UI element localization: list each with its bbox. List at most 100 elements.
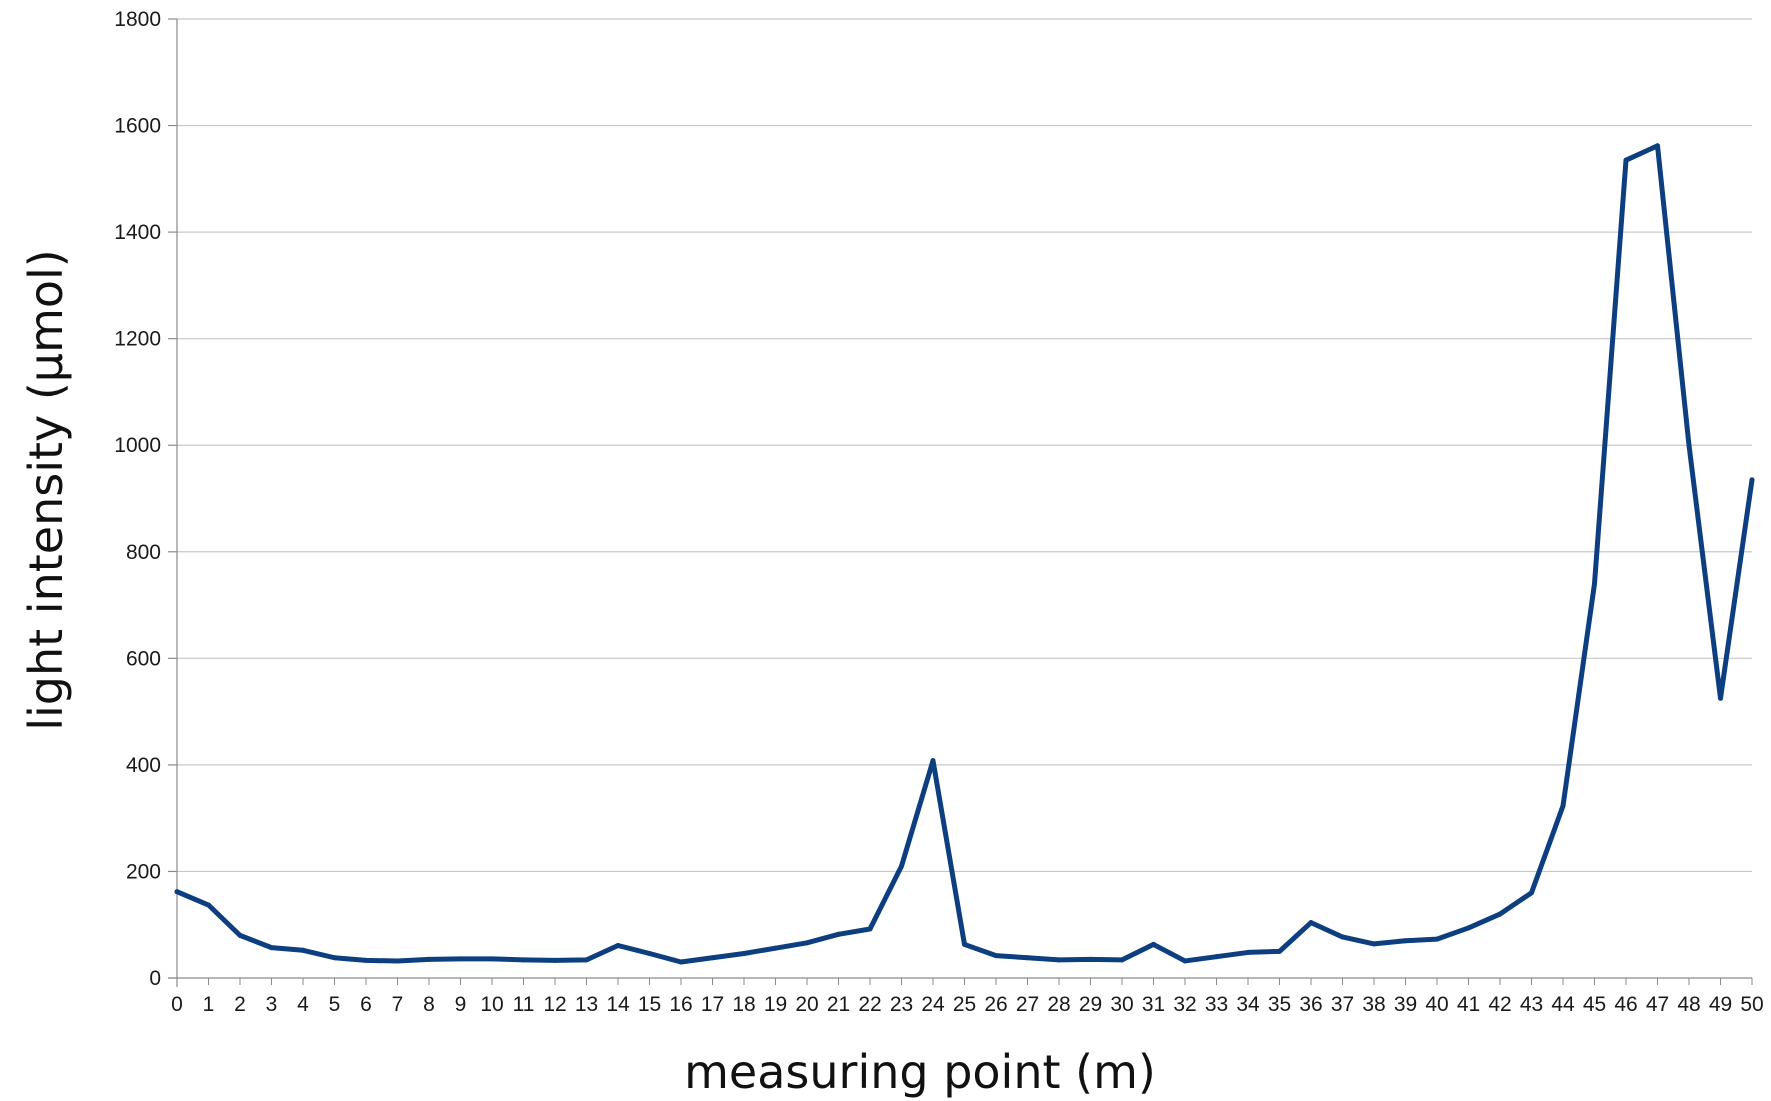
x-tick-label: 36	[1299, 993, 1322, 1016]
data-point	[1340, 934, 1345, 940]
y-tick-label: 600	[126, 647, 161, 670]
data-point	[300, 947, 306, 953]
y-tick-label: 200	[126, 860, 161, 883]
data-point	[1686, 442, 1692, 448]
x-tick-label: 35	[1268, 993, 1291, 1016]
x-tick-label: 18	[732, 993, 755, 1016]
data-point	[867, 926, 873, 932]
data-point	[1466, 925, 1471, 931]
y-tick-label: 1400	[114, 221, 161, 244]
x-tick-label: 9	[455, 993, 467, 1016]
x-tick-label: 49	[1709, 993, 1732, 1016]
data-point	[1623, 157, 1629, 163]
x-tick-label: 30	[1110, 993, 1133, 1016]
x-tick-label: 14	[606, 993, 630, 1016]
x-tick-label: 22	[858, 993, 881, 1016]
x-tick-label: 8	[423, 993, 435, 1016]
x-tick-label: 5	[329, 993, 341, 1016]
data-point	[647, 950, 652, 956]
x-tick-label: 48	[1677, 993, 1700, 1016]
data-point	[962, 941, 967, 947]
x-tick-label: 16	[669, 993, 692, 1016]
data-point	[993, 953, 999, 959]
data-point	[1718, 695, 1723, 701]
data-point	[710, 955, 715, 961]
y-tick-label: 1800	[114, 8, 161, 31]
data-point	[1749, 477, 1755, 483]
data-point	[1088, 956, 1093, 962]
y-tick-label: 800	[126, 541, 161, 564]
series-line	[174, 143, 1755, 965]
x-tick-label: 34	[1236, 993, 1260, 1016]
x-tick-label: 29	[1079, 993, 1102, 1016]
data-point	[1245, 949, 1251, 955]
x-tick-label: 27	[1016, 993, 1039, 1016]
data-point	[1151, 941, 1156, 947]
y-tick-label: 1000	[114, 434, 161, 457]
x-tick-label: 12	[543, 993, 566, 1016]
data-point	[1308, 920, 1314, 926]
data-point	[1497, 911, 1503, 917]
series-lines	[174, 143, 1755, 965]
x-tick-label: 33	[1205, 993, 1228, 1016]
x-tick-label: 0	[171, 993, 183, 1016]
y-tick-label: 1200	[114, 328, 161, 351]
x-tick-label: 25	[953, 993, 976, 1016]
x-tick-label: 28	[1047, 993, 1070, 1016]
data-point	[899, 863, 904, 869]
data-point	[1434, 936, 1440, 942]
data-point	[458, 956, 463, 962]
x-tick-label: 31	[1142, 993, 1165, 1016]
x-tick-label: 43	[1520, 993, 1543, 1016]
data-point	[1056, 957, 1062, 963]
x-tick-label: 41	[1457, 993, 1480, 1016]
x-tick-label: 3	[266, 993, 278, 1016]
data-point	[206, 902, 211, 908]
data-point	[773, 945, 778, 951]
data-point	[521, 957, 526, 963]
x-tick-label: 1	[203, 993, 215, 1016]
data-point	[1277, 948, 1282, 954]
data-point	[741, 950, 747, 956]
data-point	[1655, 143, 1660, 149]
data-point	[269, 945, 274, 951]
data-point	[1592, 581, 1597, 587]
x-tick-label: 37	[1331, 993, 1354, 1016]
data-point	[615, 943, 621, 949]
data-point	[1025, 955, 1030, 961]
x-tick-label: 15	[638, 993, 661, 1016]
x-tick-label: 26	[984, 993, 1007, 1016]
x-tick-label: 23	[890, 993, 913, 1016]
x-tick-label: 13	[575, 993, 598, 1016]
x-tick-label: 45	[1583, 993, 1606, 1016]
x-tick-label: 17	[701, 993, 724, 1016]
y-tick-label: 400	[126, 754, 161, 777]
data-point	[1529, 890, 1534, 896]
grid-lines	[177, 18, 1752, 873]
x-tick-label: 2	[234, 993, 246, 1016]
data-point	[174, 889, 180, 895]
data-point	[584, 957, 589, 963]
x-tick-label: 39	[1394, 993, 1417, 1016]
data-point	[1214, 954, 1219, 960]
data-point	[395, 958, 400, 964]
x-tick-label: 20	[795, 993, 818, 1016]
y-tick-labels: 0 200 400 600 800 1000 1200 1400 1600 1800	[114, 8, 161, 990]
x-tick-label: 46	[1614, 993, 1637, 1016]
x-tick-label: 19	[764, 993, 787, 1016]
x-tick-label: 6	[360, 993, 372, 1016]
data-point	[552, 957, 558, 963]
x-tick-label: 47	[1646, 993, 1669, 1016]
x-tick-label: 40	[1425, 993, 1448, 1016]
data-point	[237, 932, 243, 938]
data-point	[804, 940, 810, 946]
x-tick-label: 4	[297, 993, 309, 1016]
data-point	[363, 957, 369, 963]
data-point	[489, 956, 495, 962]
x-tick-label: 38	[1362, 993, 1385, 1016]
x-tick-label: 11	[513, 993, 535, 1016]
y-tick-label: 0	[149, 967, 161, 990]
data-point	[426, 956, 432, 962]
